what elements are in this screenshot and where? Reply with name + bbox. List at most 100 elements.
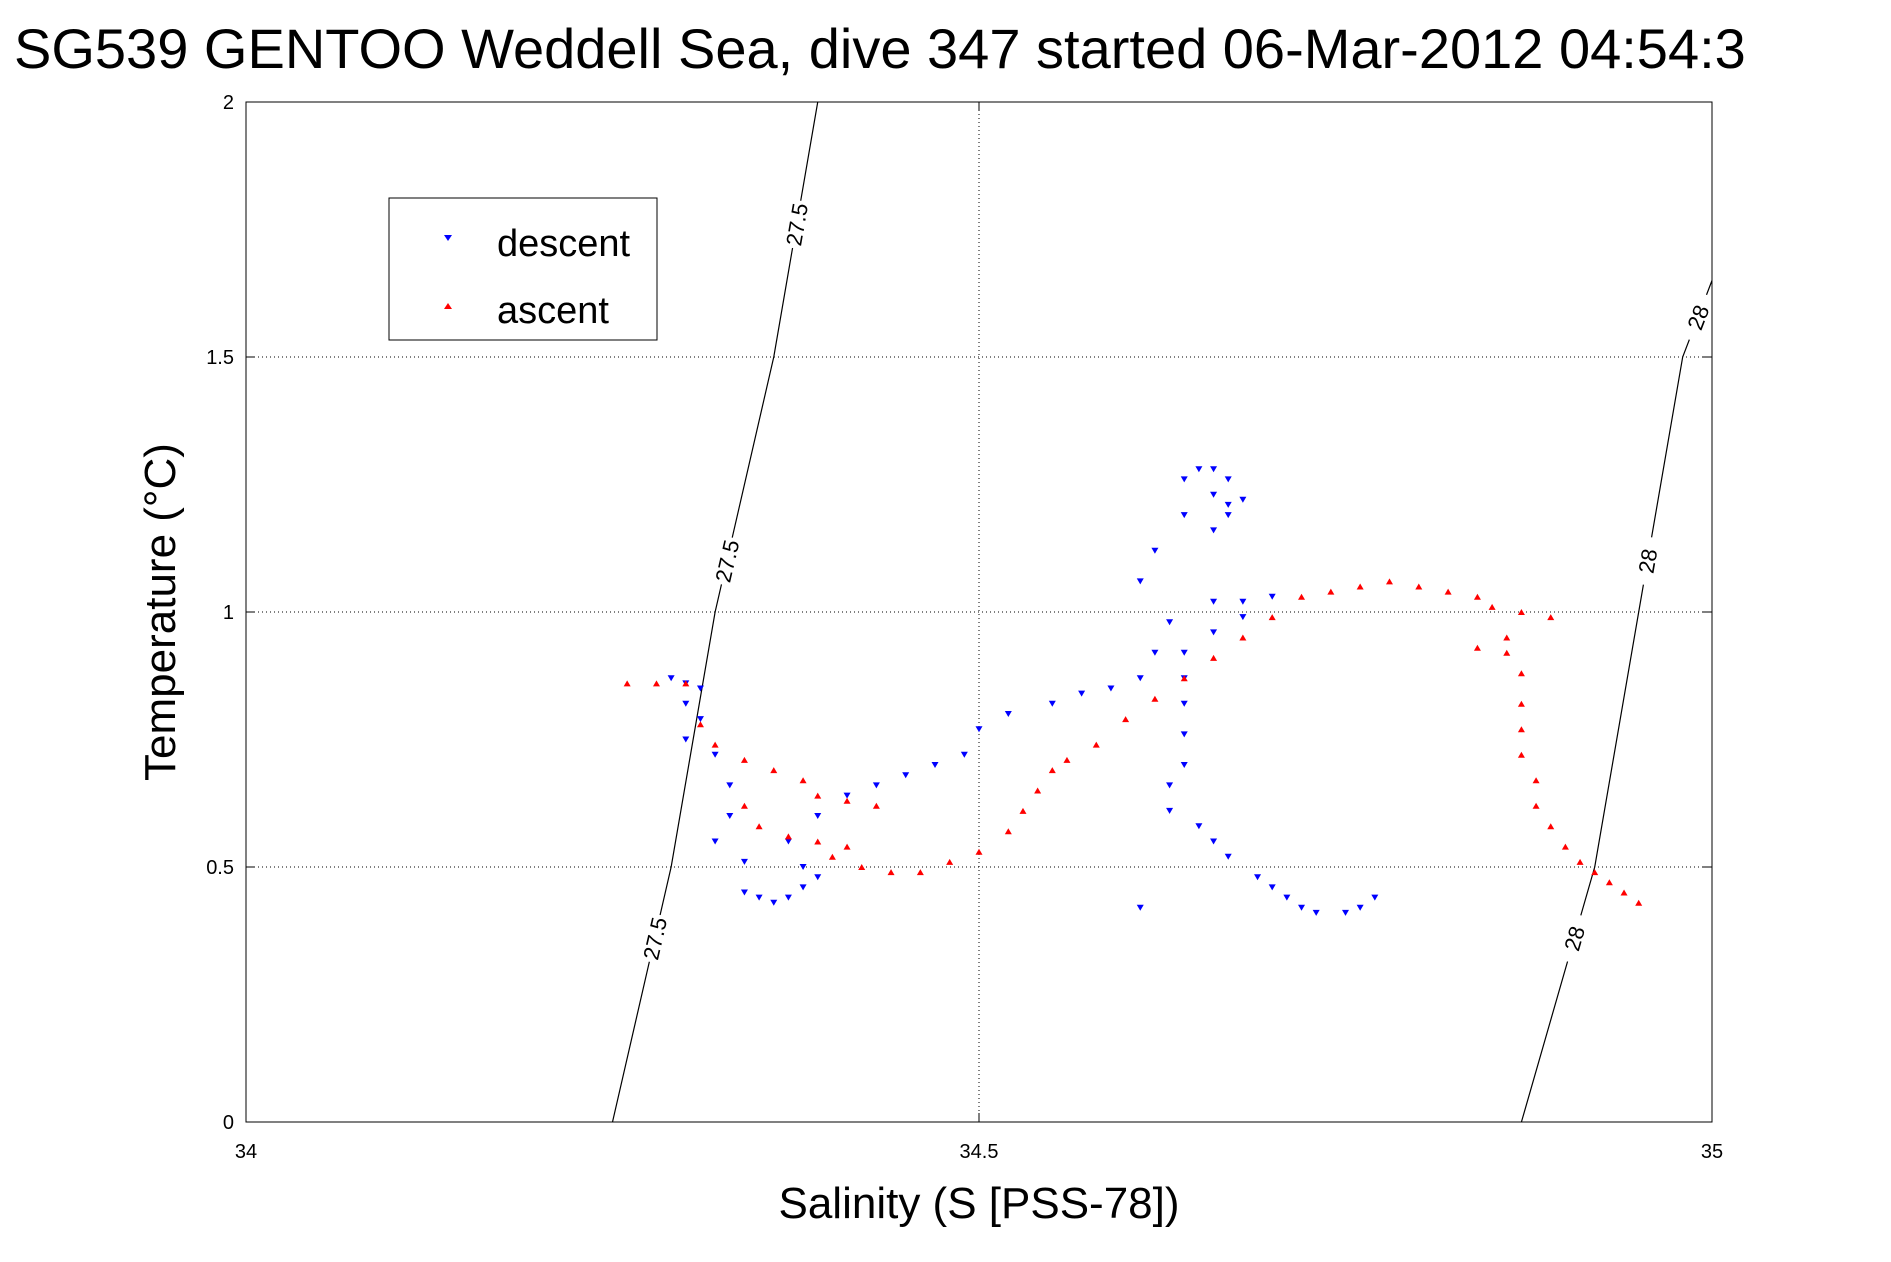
descent-point bbox=[799, 864, 807, 870]
descent-point bbox=[740, 858, 748, 865]
ascent-point bbox=[1034, 787, 1042, 794]
ascent-point bbox=[1503, 649, 1511, 656]
ascent-point bbox=[946, 858, 954, 865]
descent-point bbox=[1268, 884, 1276, 891]
ascent-point bbox=[916, 869, 924, 876]
ascent-point bbox=[682, 680, 690, 687]
descent-point bbox=[1210, 491, 1218, 498]
ascent-point bbox=[1239, 634, 1247, 641]
ascent-point bbox=[1503, 634, 1511, 641]
contour-label: 28 bbox=[1634, 547, 1663, 575]
ascent-point bbox=[1635, 899, 1643, 906]
descent-point bbox=[1239, 598, 1247, 605]
descent-point bbox=[1342, 909, 1349, 916]
descent-point bbox=[1195, 823, 1203, 830]
descent-point bbox=[960, 751, 968, 758]
ascent-point bbox=[843, 797, 851, 804]
descent-point bbox=[682, 700, 690, 707]
grid-lines bbox=[246, 102, 1712, 1122]
descent-point bbox=[755, 894, 763, 901]
descent-point bbox=[1151, 649, 1159, 656]
ascent-point bbox=[1605, 879, 1613, 886]
ascent-point bbox=[814, 792, 822, 799]
descent-point bbox=[1210, 838, 1218, 845]
descent-point bbox=[770, 899, 778, 906]
ascent-point bbox=[1532, 777, 1540, 784]
y-tick-label: 1 bbox=[223, 602, 234, 624]
descent-point bbox=[784, 838, 792, 845]
ascent-point bbox=[1517, 670, 1525, 677]
descent-point bbox=[1166, 619, 1174, 626]
ascent-point bbox=[1210, 654, 1218, 661]
descent-point bbox=[1136, 578, 1144, 585]
contour-label-bg bbox=[1554, 911, 1595, 966]
ascent-point bbox=[799, 777, 807, 784]
y-tick-label: 0 bbox=[223, 1112, 234, 1134]
contour-label-bg bbox=[1629, 534, 1666, 588]
ascent-point bbox=[1517, 726, 1525, 733]
descent-point bbox=[682, 736, 690, 743]
descent-point bbox=[843, 792, 851, 799]
ascent-point bbox=[1004, 828, 1012, 835]
descent-point bbox=[1048, 700, 1056, 707]
ascent-point bbox=[740, 802, 748, 809]
ascent-point bbox=[1473, 644, 1481, 651]
ascent-point bbox=[1268, 614, 1276, 621]
contour-label-bg bbox=[707, 534, 746, 588]
descent-point bbox=[711, 838, 719, 845]
x-tick-label: 35 bbox=[1701, 1141, 1723, 1163]
legend-label-descent: descent bbox=[497, 223, 631, 265]
descent-point bbox=[1210, 466, 1218, 473]
descent-point bbox=[696, 685, 704, 692]
descent-point bbox=[696, 716, 704, 723]
descent-point bbox=[1151, 547, 1159, 554]
ascent-point bbox=[1473, 593, 1481, 600]
descent-point bbox=[726, 782, 734, 789]
descent-point bbox=[1210, 598, 1218, 605]
ascent-point bbox=[652, 680, 660, 687]
descent-point bbox=[1239, 614, 1247, 621]
descent-point bbox=[872, 782, 880, 789]
ascent-point bbox=[1327, 588, 1335, 595]
x-axis-label: Salinity (S [PSS-78]) bbox=[778, 1179, 1179, 1228]
ascent-point bbox=[711, 741, 719, 748]
descent-point bbox=[1180, 476, 1188, 483]
descent-point bbox=[726, 813, 734, 819]
ascent-point bbox=[843, 843, 851, 850]
descent-point bbox=[1195, 466, 1203, 473]
descent-point bbox=[1180, 700, 1188, 707]
descent-point bbox=[1166, 782, 1174, 789]
contour-label-bg bbox=[1676, 289, 1720, 345]
ascent-point bbox=[623, 680, 631, 687]
ascent-point bbox=[1019, 807, 1027, 814]
ascent-point bbox=[1547, 614, 1555, 621]
ascent-point bbox=[1517, 609, 1525, 615]
ascent-point bbox=[1151, 695, 1159, 702]
descent-point bbox=[1136, 904, 1144, 911]
chart-title: SG539 GENTOO Weddell Sea, dive 347 start… bbox=[14, 17, 1746, 80]
ascent-point bbox=[828, 853, 836, 860]
ascent-point bbox=[784, 833, 792, 840]
descent-point bbox=[1210, 629, 1218, 636]
descent-point bbox=[814, 813, 822, 819]
ascent-point bbox=[1532, 802, 1540, 809]
ascent-point bbox=[872, 802, 880, 809]
ascent-point bbox=[1122, 716, 1130, 723]
descent-point bbox=[1224, 501, 1232, 508]
legend-label-ascent: ascent bbox=[497, 290, 609, 332]
ascent-point bbox=[696, 721, 704, 728]
ascent-point bbox=[1415, 583, 1423, 590]
descent-point bbox=[1224, 853, 1232, 860]
ascent-point bbox=[887, 869, 895, 876]
contour-label-bg bbox=[635, 911, 674, 965]
descent-point bbox=[1224, 476, 1232, 483]
descent-point bbox=[667, 675, 675, 682]
y-tick-label: 1.5 bbox=[206, 347, 234, 369]
descent-point bbox=[1166, 807, 1174, 814]
ascent-point bbox=[858, 864, 866, 870]
descent-point bbox=[1004, 711, 1012, 717]
ascent-point bbox=[1356, 583, 1364, 590]
ascent-point bbox=[1063, 756, 1071, 763]
descent-point bbox=[1180, 731, 1188, 738]
